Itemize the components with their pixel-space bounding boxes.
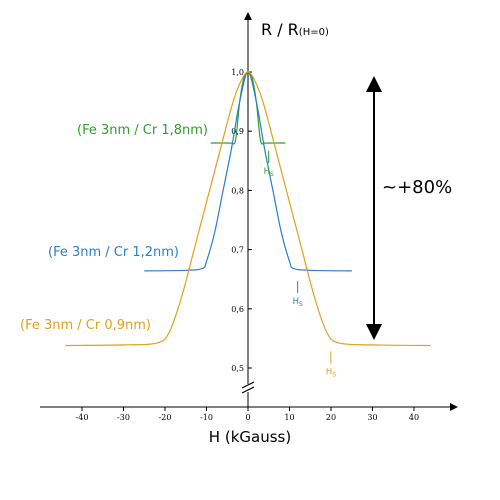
- y-axis-title-sub: (H=0): [299, 27, 329, 38]
- x-tick-label: 20: [326, 413, 336, 422]
- x-axis-title: H (kGauss): [209, 428, 291, 446]
- axis-break-mark-1: [241, 381, 255, 389]
- y-tick-label: 0,9: [231, 127, 244, 136]
- x-tick-label: -30: [117, 413, 130, 422]
- x-tick-label: 0: [245, 413, 250, 422]
- x-tick-label: -10: [200, 413, 213, 422]
- hs-marker-cr18-label: HS: [264, 167, 274, 178]
- y-tick-label: 0,8: [231, 186, 244, 195]
- x-tick-label: 30: [367, 413, 377, 422]
- y-tick-label: 1,0: [231, 68, 244, 77]
- x-tick-label: 40: [409, 413, 419, 422]
- y-tick-label: 0,5: [231, 364, 244, 373]
- x-tick-label: 10: [284, 413, 294, 422]
- series-label-cr09: (Fe 3nm / Cr 0,9nm): [20, 318, 151, 333]
- y-axis-title: R / R(H=0): [261, 20, 329, 39]
- x-tick-label: -40: [76, 413, 89, 422]
- series-line-cr09: [65, 71, 431, 347]
- hs-marker-cr12-label: HS: [293, 297, 303, 308]
- series-label-cr18: (Fe 3nm / Cr 1,8nm): [77, 123, 208, 138]
- hs-marker-cr09-label: HS: [326, 368, 336, 379]
- y-tick-label: 0,7: [231, 246, 244, 255]
- y-tick-label: 0,6: [231, 305, 244, 314]
- y-axis-title-main: R / R: [261, 20, 299, 39]
- axis-break-mark-2: [241, 386, 255, 394]
- series-label-cr12: (Fe 3nm / Cr 1,2nm): [48, 245, 179, 260]
- delta-label: ~+80%: [382, 177, 452, 198]
- x-tick-label: -20: [159, 413, 172, 422]
